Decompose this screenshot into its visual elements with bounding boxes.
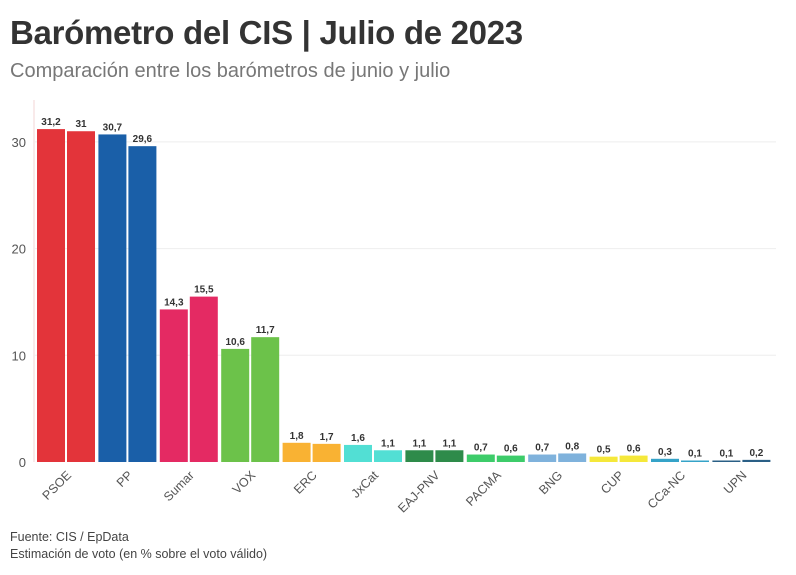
footer: Fuente: CIS / EpData Estimación de voto … (10, 529, 267, 563)
x-tick-label: ERC (291, 468, 320, 497)
data-label: 15,5 (194, 285, 214, 296)
data-label: 0,6 (504, 444, 518, 455)
y-tick-label: 30 (12, 135, 26, 150)
data-label: 1,7 (320, 432, 334, 443)
bar-cup-julio (619, 455, 648, 462)
note-text: Estimación de voto (en % sobre el voto v… (10, 547, 268, 561)
bar-vox-junio (221, 348, 250, 462)
x-tick-label: PACMA (463, 468, 504, 509)
data-label: 1,1 (412, 438, 426, 449)
x-tick-label: CUP (598, 468, 627, 497)
data-label: 1,1 (442, 438, 456, 449)
bar-eaj-pnv-junio (405, 450, 434, 462)
bar-psoe-junio (37, 129, 65, 462)
data-label: 0,7 (535, 443, 549, 454)
data-label: 0,3 (658, 447, 672, 458)
bar-pacma-julio (496, 455, 525, 462)
data-label: 14,3 (164, 297, 184, 308)
data-label: 0,7 (474, 443, 488, 454)
data-label: 11,7 (256, 325, 275, 336)
bar-upn-julio (742, 459, 771, 462)
data-label: 30,7 (103, 122, 123, 133)
x-tick-label: EAJ-PNV (395, 468, 443, 516)
bar-cca-nc-junio (651, 458, 679, 462)
bar-sumar-junio (159, 309, 188, 462)
bar-psoe-julio (67, 131, 95, 463)
bar-bng-julio (558, 453, 587, 462)
data-label: 0,2 (749, 448, 763, 459)
x-tick-label: PP (114, 468, 136, 490)
data-label: 31,2 (41, 117, 61, 128)
bar-jxcat-julio (374, 450, 402, 462)
bar-erc-junio (282, 442, 311, 462)
data-label: 31 (75, 119, 87, 130)
bar-cca-nc-julio (681, 460, 709, 462)
bar-cup-junio (589, 456, 618, 462)
bar-bng-junio (528, 454, 557, 462)
data-label: 29,6 (133, 134, 153, 145)
bar-pp-julio (128, 146, 157, 462)
data-label: 1,6 (351, 433, 365, 444)
y-tick-label: 0 (19, 455, 26, 470)
y-tick-label: 20 (12, 242, 26, 257)
x-tick-label: VOX (230, 468, 259, 497)
chart-subtitle: Comparación entre los barómetros de juni… (10, 60, 451, 82)
source-text: Fuente: CIS / EpData (10, 530, 129, 544)
y-tick-label: 10 (12, 348, 26, 363)
bar-upn-junio (712, 460, 741, 462)
bar-pp-junio (98, 134, 127, 462)
data-label: 0,1 (688, 449, 702, 460)
x-tick-label: CCa-NC (645, 468, 688, 511)
chart-title: Barómetro del CIS | Julio de 2023 (10, 14, 523, 51)
x-tick-label: JxCat (349, 468, 382, 501)
data-label: 0,5 (597, 445, 611, 456)
x-tick-label: Sumar (161, 468, 197, 504)
data-label: 0,6 (627, 444, 641, 455)
data-label: 1,1 (381, 438, 395, 449)
data-label: 1,8 (290, 431, 304, 442)
bar-chart: 0 10 20 30 31,2 31 PSOE 30,7 29,6 PP 14,3 15,5 Sumar… (12, 100, 776, 516)
data-label: 0,8 (565, 441, 579, 452)
bar-jxcat-junio (344, 444, 372, 462)
data-label: 0,1 (719, 449, 733, 460)
x-tick-label: BNG (536, 468, 565, 497)
x-tick-label: UPN (721, 468, 750, 497)
bar-sumar-julio (189, 296, 218, 462)
bar-vox-julio (251, 337, 280, 462)
bar-erc-julio (312, 443, 341, 462)
bar-pacma-junio (466, 454, 495, 462)
data-label: 10,6 (225, 337, 245, 348)
bar-eaj-pnv-julio (435, 450, 464, 462)
x-tick-label: PSOE (40, 468, 74, 502)
